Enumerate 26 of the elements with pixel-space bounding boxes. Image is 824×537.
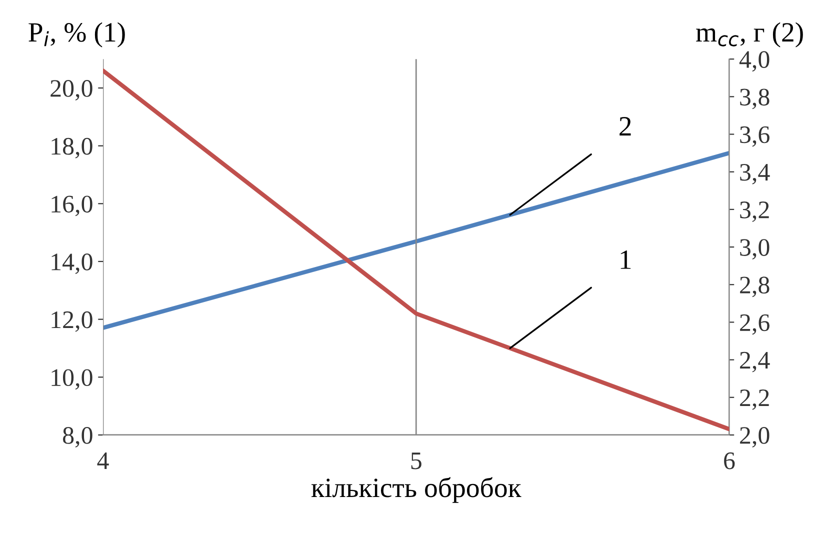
y2-tick-label: 2,2 (740, 390, 769, 410)
y-tick-label: 14,0 (52, 254, 92, 274)
x-tick-label: 5 (411, 452, 422, 470)
y-tick-label: 12,0 (52, 311, 92, 332)
y-tick-label: 20,0 (50, 80, 92, 101)
x-tick-label: 4 (97, 452, 109, 469)
series-label: 2 (620, 117, 631, 136)
y2-tick-label: 3,2 (740, 202, 769, 222)
y2-tick-label: 3,8 (740, 88, 770, 110)
y-tick-label: 16,0 (52, 196, 92, 216)
x-tick-label: 6 (724, 452, 735, 470)
y2-tick-label: 3,0 (740, 239, 770, 260)
y2-tick-label: 2,4 (740, 352, 770, 372)
y2-tick-label: 3,6 (740, 126, 770, 147)
y2-tick-label: 2,6 (740, 314, 770, 335)
y-axis-title: P$_{i}$, % (1) (28, 22, 125, 48)
x-axis-title: кількість обробок (311, 477, 522, 503)
y-tick-label: 10,0 (52, 369, 92, 390)
y2-tick-label: 3,4 (740, 164, 770, 184)
y-tick-label: 8,0 (62, 427, 92, 448)
y-tick-label: 18,0 (52, 138, 92, 158)
annotation: 1 (620, 250, 631, 269)
y2-tick-label: 2,0 (740, 427, 770, 448)
y2-tick-label: 4,0 (739, 51, 770, 72)
y2-tick-label: 2,8 (740, 276, 770, 298)
y2-axis-title: m$_{cc}$, г (2) (696, 22, 803, 48)
